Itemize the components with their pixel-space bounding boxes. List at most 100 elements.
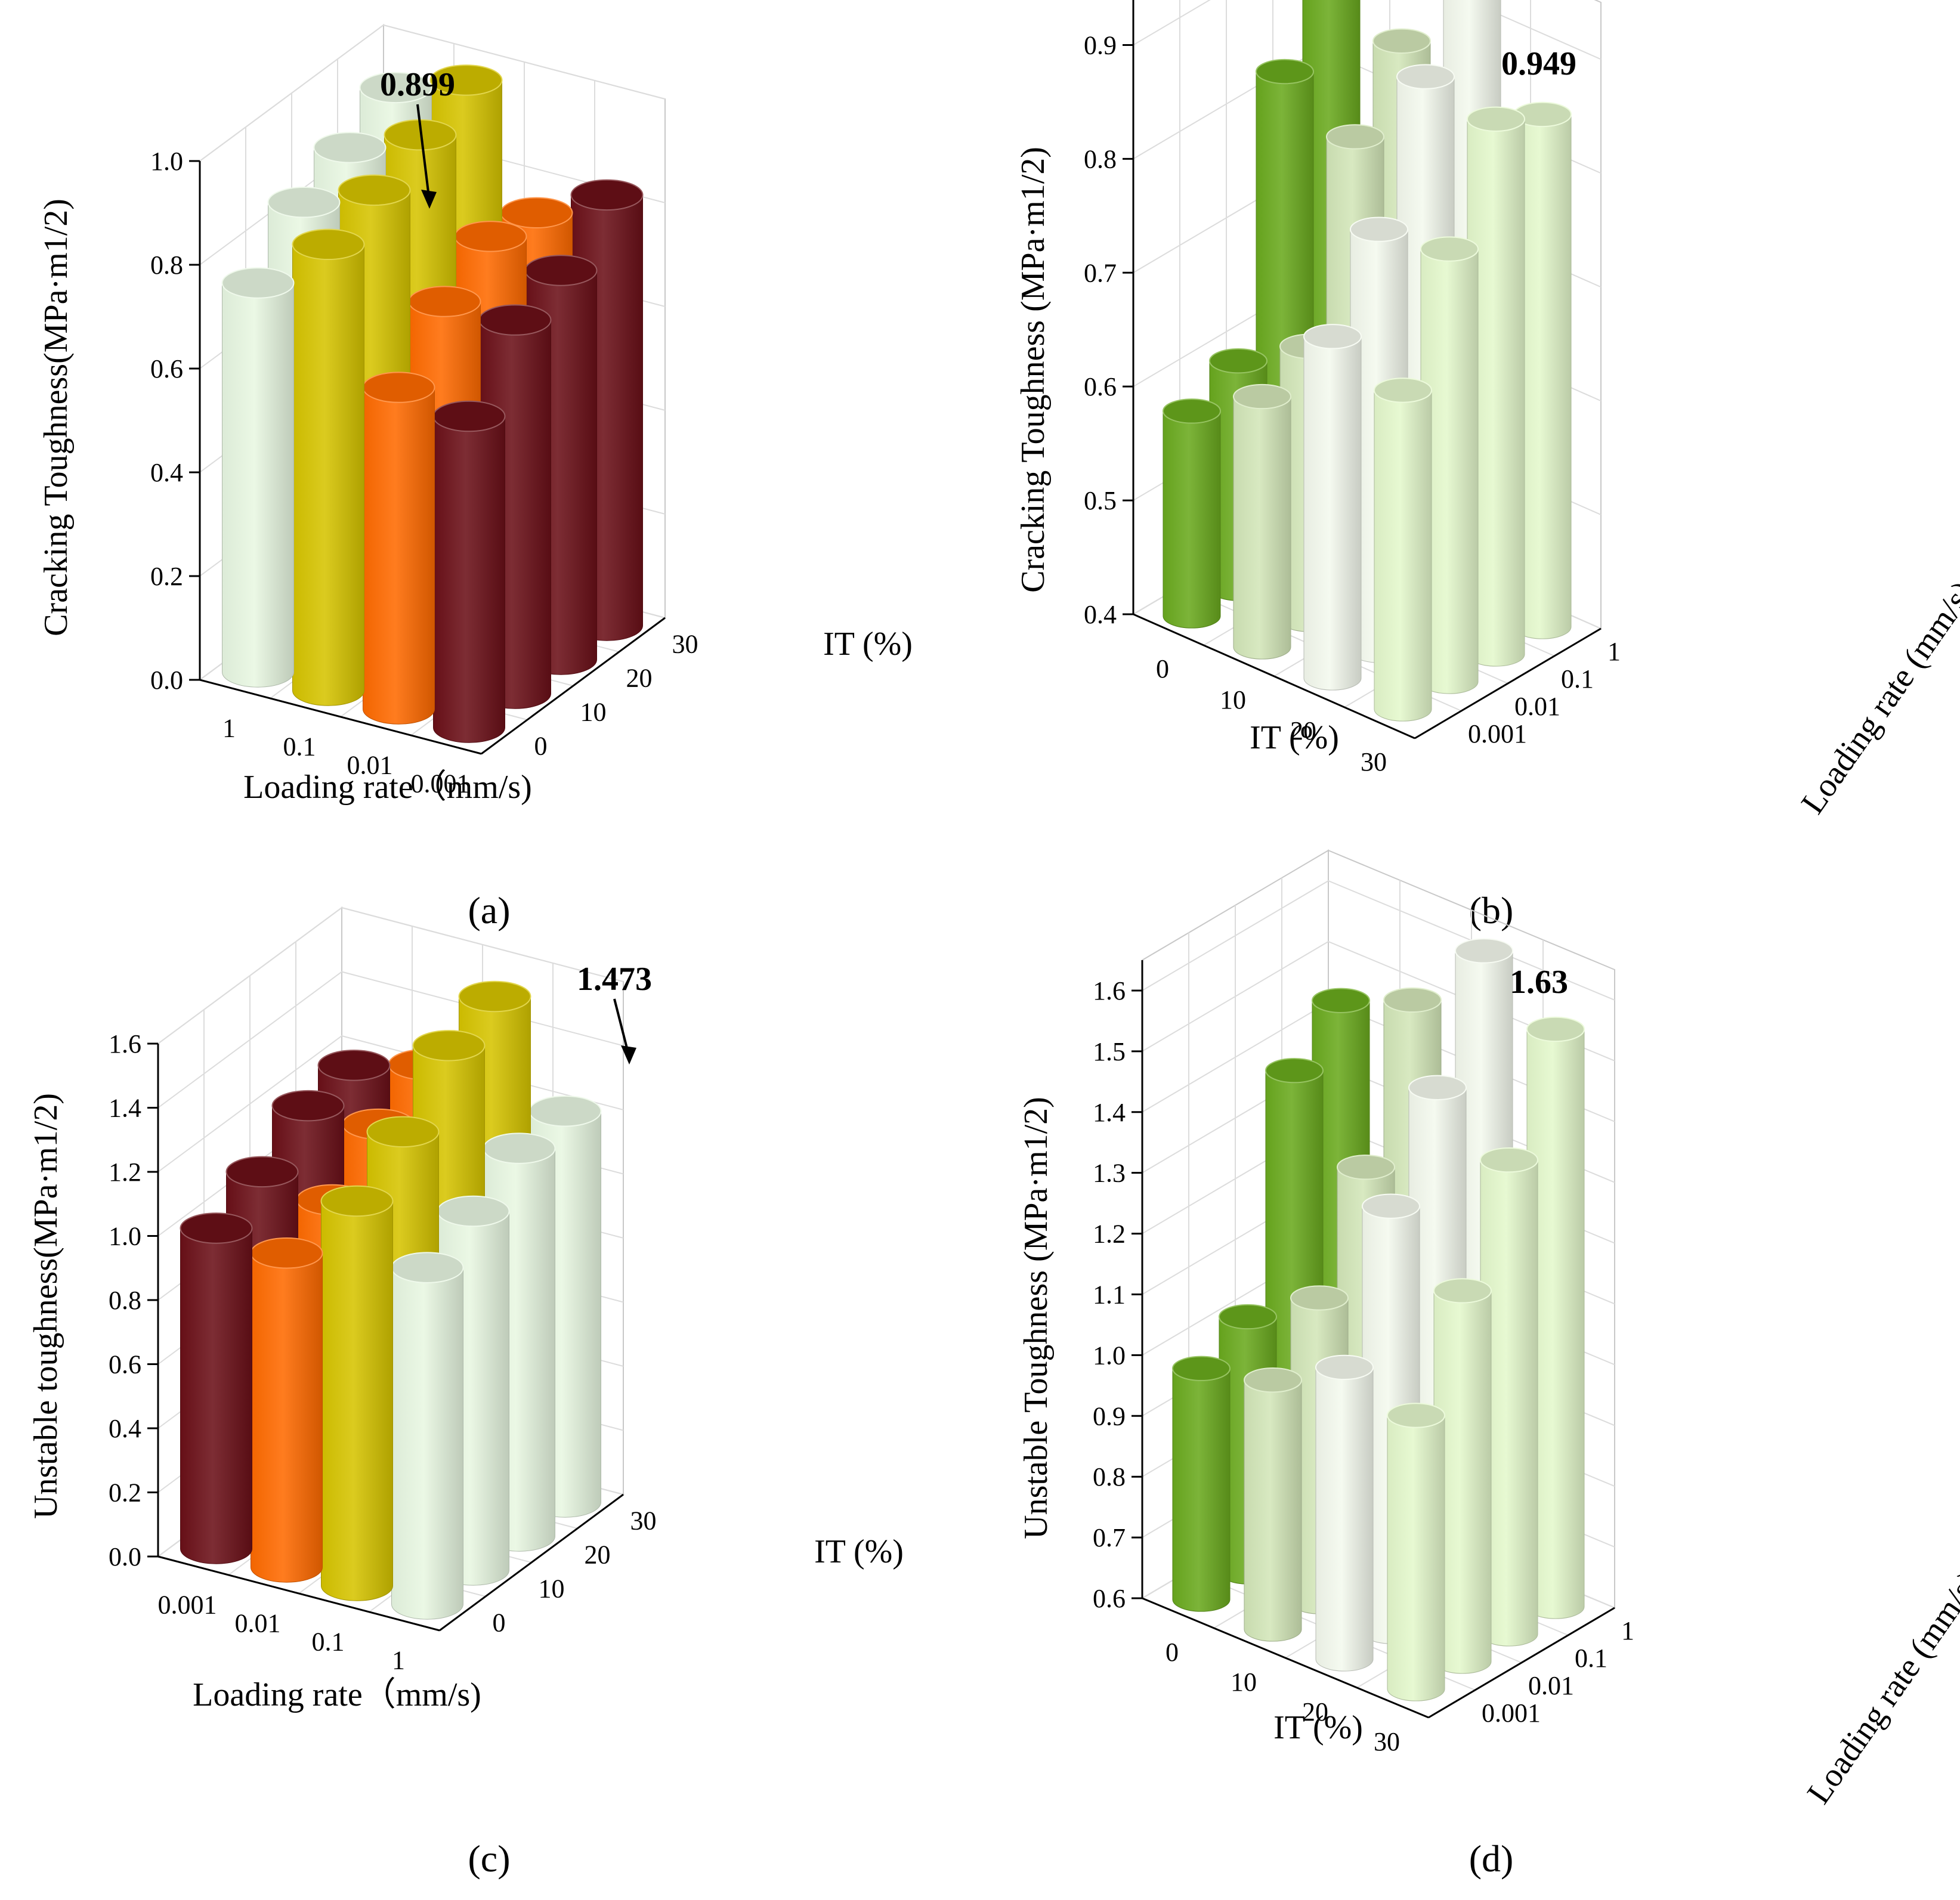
- x-tick-label: 20: [1290, 716, 1316, 745]
- bar-top: [1396, 64, 1455, 89]
- x-tick-label: 1: [222, 714, 236, 743]
- z-tick-label: 0.2: [150, 562, 183, 591]
- bar-top: [366, 1116, 440, 1148]
- chart-a: 0.0 0.2 0.4 0.6 0.8 1.0 1 0.1 0.01 0.001 0 10 20 30 Lo…: [38, 24, 913, 806]
- y-tick-label: 0.001: [1468, 719, 1527, 748]
- bars: [1172, 938, 1585, 1701]
- bars: [221, 64, 644, 743]
- bar-top: [221, 267, 295, 299]
- z-tick-label: 0.5: [1084, 486, 1117, 515]
- x-axis-title: Loading rate（mm/s): [193, 1676, 481, 1713]
- z-tick-label: 1.1: [1093, 1280, 1126, 1309]
- caption-a: (a): [468, 889, 511, 932]
- bar-top: [1172, 1356, 1231, 1381]
- x-tick-label: 0.01: [347, 751, 393, 780]
- x-tick-label: 30: [1361, 747, 1387, 776]
- z-tick-label: 1.6: [1093, 976, 1126, 1005]
- y-tick-label: 30: [630, 1506, 657, 1536]
- bar-top: [1326, 124, 1384, 150]
- y-axis-line: [1414, 627, 1602, 739]
- max-value-annotation: 0.949: [1501, 45, 1576, 82]
- gridline: [1142, 880, 1615, 1001]
- z-tick-label: 1.4: [1093, 1098, 1126, 1127]
- bar-body: [251, 1252, 323, 1583]
- bar-top: [432, 400, 506, 432]
- x-axis-line: [157, 1555, 440, 1632]
- z-axis-title: Unstable toughness(MPa·m1/2): [27, 1093, 64, 1519]
- y-tick-label: 0.01: [1514, 692, 1560, 721]
- y-tick-label: 20: [585, 1540, 611, 1570]
- x-axis-title: IT (%): [1250, 719, 1339, 756]
- x-tick-label: 30: [1374, 1727, 1400, 1756]
- bar-top: [478, 304, 552, 336]
- bar-cylinder: [1513, 101, 1572, 639]
- chart-c: 0.0 0.2 0.4 0.6 0.8 1.0 1.2 1.4 1.6 0.001 0.01 0.1 1…: [27, 906, 904, 1713]
- bars: [1163, 0, 1572, 722]
- z-tick-label: 0.6: [150, 354, 183, 383]
- y-tick-label: 10: [580, 698, 607, 727]
- x-tick-label: 1: [392, 1646, 405, 1675]
- bar-top: [437, 1195, 510, 1227]
- bar-cylinder: [1172, 1356, 1231, 1612]
- gridline: [199, 24, 666, 162]
- bar-top: [225, 1156, 299, 1188]
- bar-top: [391, 1252, 464, 1283]
- bar-cylinder: [432, 400, 506, 743]
- bar-top: [1408, 1075, 1467, 1100]
- bar-top: [1163, 398, 1221, 424]
- x-axis-line: [1142, 1597, 1429, 1719]
- z-tick-label: 0.4: [150, 458, 183, 487]
- bar-top: [1383, 987, 1442, 1013]
- bar-top: [1362, 1193, 1420, 1219]
- bar-top: [1526, 1016, 1585, 1042]
- bar-top: [320, 1185, 394, 1217]
- bar-top: [1219, 1304, 1277, 1330]
- bar-top: [1433, 1278, 1492, 1304]
- bar-body: [433, 416, 505, 743]
- bar-body: [1163, 410, 1221, 629]
- bar-top: [429, 64, 503, 96]
- z-tick-label: 1.6: [109, 1029, 141, 1059]
- bar-top: [1372, 28, 1431, 54]
- max-value-annotation: 0.899: [380, 66, 455, 103]
- x-tick-label: 0.01: [235, 1609, 281, 1638]
- x-tick-label: 0.001: [411, 769, 470, 799]
- chart-panel-d: 0.6 0.7 0.8 0.9 1.0 1.1 1.2 1.3 1.4 1.5 1.6 0 10 20 30…: [978, 849, 1960, 1900]
- bar-cylinder: [180, 1212, 253, 1564]
- bar-cylinder: [1315, 1354, 1374, 1672]
- bar-body: [1303, 336, 1362, 691]
- bar-top: [1455, 938, 1513, 964]
- z-tick-label: 0.0: [109, 1542, 141, 1571]
- bar-body: [180, 1228, 252, 1564]
- y-tick-label: 0: [534, 732, 548, 761]
- bar-top: [338, 174, 411, 206]
- bar-cylinder: [1303, 324, 1362, 691]
- bar-cylinder: [1433, 1278, 1492, 1674]
- z-axis-title: Cracking Toughness (MPa·m1/2): [1015, 147, 1052, 593]
- bar-body: [222, 283, 294, 688]
- bar-top: [570, 179, 644, 211]
- chart-panel-b: 0.4 0.5 0.6 0.7 0.8 0.9 0 10 20 30 0.001 0.01 0.1 1 IT…: [978, 0, 1960, 948]
- bar-top: [1350, 216, 1408, 242]
- bar-cylinder: [1244, 1367, 1302, 1642]
- z-tick-label: 1.0: [150, 147, 183, 176]
- y-axis-title: IT (%): [814, 1533, 904, 1570]
- max-value-annotation: 1.473: [577, 961, 652, 998]
- x-tick-label: 0.001: [158, 1590, 217, 1620]
- bar-top: [1265, 1057, 1324, 1084]
- bar-body: [391, 1267, 463, 1620]
- bar-top: [1209, 348, 1267, 374]
- bar-body: [292, 244, 364, 706]
- caption-d: (d): [1469, 1837, 1514, 1880]
- z-tick-label: 1.3: [1093, 1159, 1126, 1188]
- z-tick-label: 0.7: [1084, 258, 1117, 287]
- chart-d: 0.6 0.7 0.8 0.9 1.0 1.1 1.2 1.3 1.4 1.5 1.6 0 10 20 30…: [1018, 849, 1960, 1811]
- chart-panel-c: 0.0 0.2 0.4 0.6 0.8 1.0 1.2 1.4 1.6 0.001 0.01 0.1 1…: [0, 906, 978, 1900]
- bar-top: [180, 1212, 253, 1244]
- z-tick-label: 1.4: [109, 1094, 141, 1123]
- bar-body: [1374, 389, 1432, 722]
- bar-top: [1374, 377, 1432, 403]
- y-tick-label: 0: [493, 1608, 506, 1638]
- z-axis-title: Unstable Toughness (MPa·m1/2): [1018, 1097, 1055, 1539]
